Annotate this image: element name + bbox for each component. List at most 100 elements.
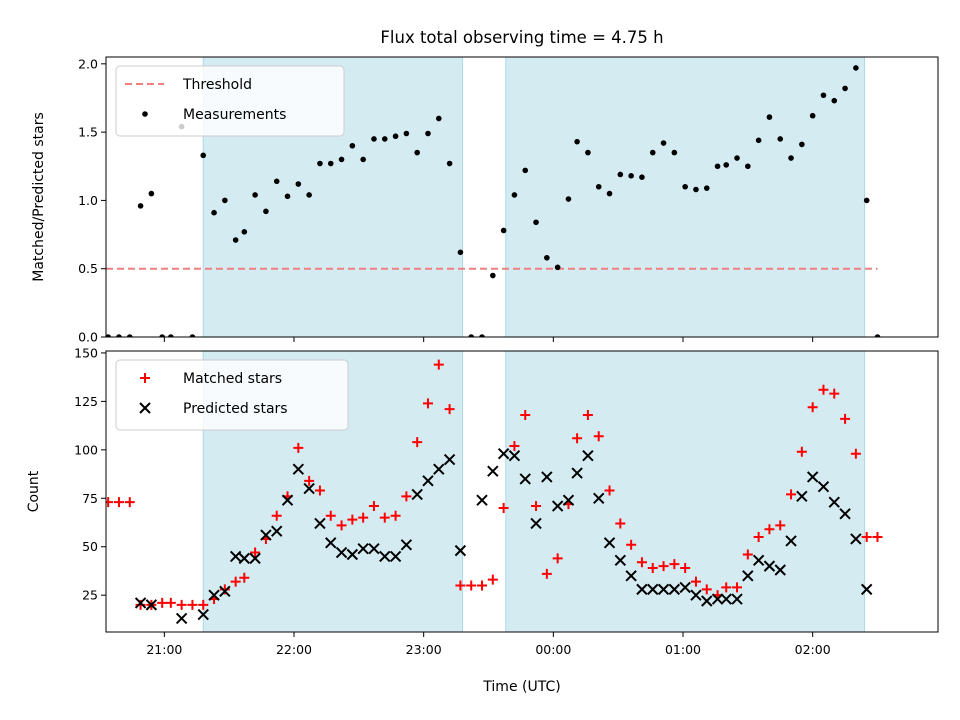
data-point: [786, 489, 797, 500]
data-point: [252, 192, 258, 198]
y-tick-label: 25: [82, 588, 98, 603]
data-point: [443, 453, 456, 466]
y-tick-label: 1.5: [78, 125, 98, 140]
y-tick-label: 150: [74, 345, 98, 360]
data-point: [799, 141, 805, 148]
x-tick-label: 00:00: [535, 642, 571, 657]
data-point: [720, 593, 732, 605]
data-point: [657, 583, 670, 596]
data-point: [335, 546, 348, 559]
data-point: [187, 599, 198, 610]
data-point: [232, 237, 239, 243]
data-point: [400, 539, 413, 551]
data-point: [422, 475, 434, 487]
data-point: [742, 570, 754, 582]
data-point: [292, 463, 305, 475]
data-point: [412, 437, 423, 448]
data-point: [379, 512, 390, 523]
data-point: [593, 492, 605, 504]
data-point: [820, 92, 827, 99]
data-point: [752, 554, 765, 567]
data-point: [379, 550, 391, 563]
data-point: [714, 163, 721, 170]
data-point: [796, 446, 807, 457]
data-point: [625, 570, 637, 582]
data-point: [454, 544, 467, 557]
data-point: [135, 599, 146, 610]
data-point: [511, 192, 518, 198]
legend: Matched stars Predicted stars: [115, 359, 349, 431]
data-point: [531, 501, 542, 512]
data-point: [763, 560, 776, 572]
legend-label: Threshold: [182, 77, 252, 93]
data-point: [157, 597, 168, 608]
data-point: [734, 155, 740, 161]
x-tick-label: 22:00: [276, 642, 312, 657]
axes-frame: [105, 56, 939, 338]
chart-title: Flux total observing time = 4.75 h: [380, 28, 663, 47]
legend-label: Matched stars: [183, 371, 282, 387]
legend-dot-swatch: [142, 111, 148, 117]
data-point: [200, 152, 207, 159]
data-point: [381, 136, 388, 142]
data-point: [745, 163, 751, 170]
data-point: [346, 548, 359, 561]
series-predicted-stars: [134, 448, 873, 625]
data-point: [541, 471, 553, 483]
data-point: [401, 491, 412, 502]
data-point: [175, 612, 188, 625]
data-point: [817, 480, 830, 493]
legend-plus-swatch: [140, 373, 150, 383]
data-point: [522, 167, 529, 174]
data-point: [874, 334, 881, 337]
data-point: [755, 137, 762, 144]
data-point: [392, 133, 399, 140]
series-matched-stars: [106, 359, 883, 610]
data-point: [414, 149, 420, 156]
data-point: [649, 149, 656, 156]
data-point: [500, 227, 507, 234]
data-point: [325, 537, 337, 549]
data-point: [603, 537, 616, 549]
data-point: [723, 162, 730, 168]
data-point: [572, 433, 583, 444]
data-point: [690, 589, 702, 601]
data-point: [520, 409, 531, 420]
data-point: [317, 160, 323, 167]
data-point: [519, 473, 531, 485]
data-point: [476, 494, 488, 506]
data-point: [250, 547, 261, 558]
data-point: [239, 572, 250, 583]
data-point: [137, 203, 144, 209]
data-point: [358, 512, 369, 523]
data-point: [230, 576, 241, 587]
data-point: [327, 160, 334, 167]
data-point: [530, 517, 542, 530]
legend: Threshold Measurements: [115, 65, 345, 137]
legend-box: [115, 65, 345, 137]
data-point: [658, 561, 669, 572]
data-point: [711, 593, 724, 605]
data-point: [106, 497, 114, 508]
data-point: [775, 520, 786, 531]
data-point: [777, 136, 784, 142]
data-point: [165, 597, 176, 608]
data-point: [595, 183, 602, 190]
data-point: [551, 500, 564, 512]
data-point: [411, 488, 423, 501]
data-point: [145, 599, 158, 611]
data-point: [818, 384, 829, 395]
x-tick-label: 02:00: [795, 642, 831, 657]
data-point: [541, 568, 552, 579]
data-point: [703, 185, 710, 191]
data-point: [639, 174, 645, 180]
data-point: [828, 496, 840, 508]
data-point: [831, 97, 838, 104]
data-point: [314, 485, 325, 496]
data-point: [457, 249, 464, 256]
data-point: [113, 497, 124, 508]
data-point: [615, 518, 626, 529]
data-point: [314, 517, 326, 530]
data-point: [455, 580, 466, 591]
data-point: [357, 542, 369, 555]
